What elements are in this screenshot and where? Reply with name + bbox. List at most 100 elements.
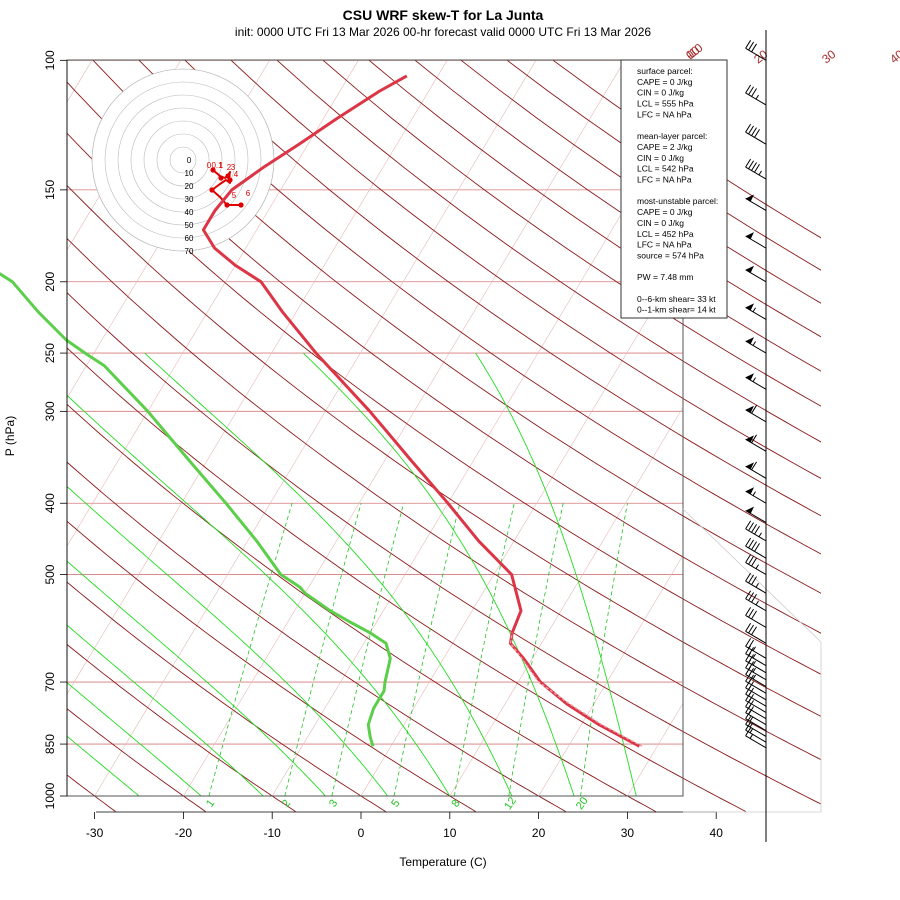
- wind-barb-half-flag: [752, 667, 756, 673]
- temperature-tick-label: 20: [532, 826, 546, 840]
- info-box-line: CAPE = 0 J/kg: [637, 77, 693, 87]
- dewpoint-line: [0, 272, 392, 747]
- info-box-line: LFC = NA hPa: [637, 240, 692, 250]
- moist-adiabat-line: [144, 352, 513, 797]
- pressure-tick-label: 400: [43, 493, 57, 513]
- wind-barb-pennant: [745, 373, 754, 381]
- hodograph-ring-outline: [169, 146, 197, 174]
- wind-barb-staff: [745, 269, 767, 283]
- wind-barb-flag: [748, 592, 754, 601]
- info-box-line: surface parcel:: [637, 66, 693, 76]
- frame-diagonal: [682, 508, 822, 643]
- temperature-line: [201, 74, 641, 748]
- wind-barb-flag: [748, 668, 754, 677]
- wind-barb: [745, 232, 767, 249]
- temperature-tick-label: 10: [443, 826, 457, 840]
- hodograph-ring-label: 40: [185, 208, 194, 217]
- isotherm-line: [94, 60, 537, 796]
- moist-adiabat-line: [67, 560, 326, 797]
- hodograph-point: [227, 177, 233, 183]
- wind-barb-flag: [754, 164, 760, 173]
- info-box-frame: [620, 59, 728, 319]
- wind-barb-staff: [745, 465, 767, 479]
- hodograph-point: [225, 173, 231, 179]
- hodograph-ring-label: 30: [185, 195, 194, 204]
- chart-title: CSU WRF skew-T for La Junta: [343, 7, 544, 23]
- info-box-line: mean-layer parcel:: [637, 131, 707, 141]
- dry-adiabat-line: [67, 403, 657, 812]
- wind-barb: [745, 434, 767, 452]
- wind-barb-flag: [745, 123, 752, 133]
- moist-adiabat-line: [67, 394, 451, 797]
- hodograph-ring-label: 0: [187, 156, 192, 165]
- wind-barb: [745, 487, 767, 504]
- mixing-ratio-line: [208, 503, 293, 796]
- x-axis-label: Temperature (C): [399, 855, 486, 869]
- wind-barb-flag: [751, 162, 757, 171]
- wind-barb-staff: [745, 510, 767, 524]
- temperature-tick-label: -30: [86, 826, 104, 840]
- wind-barb-half-flag: [752, 653, 756, 659]
- moist-adiabat-line: [302, 352, 575, 797]
- hodograph-point: [224, 202, 230, 208]
- wind-barb-flag: [748, 654, 754, 663]
- pressure-axis: 100 150 200 250 300 400 500 700 850 1000: [43, 50, 68, 809]
- dry-adiabat-line: [67, 347, 747, 812]
- temperature-tick-label: 30: [621, 826, 635, 840]
- wind-barb: [745, 461, 767, 479]
- wind-barb-staff: [745, 340, 767, 354]
- hodograph-ring-outline: [156, 133, 210, 187]
- wind-barb-half-flag: [755, 94, 759, 100]
- wind-barb-flag: [751, 576, 757, 585]
- hodograph-ring-label: 10: [185, 169, 194, 178]
- temperature-tick-label: 40: [710, 826, 724, 840]
- wind-barb-staff: [745, 724, 767, 737]
- wind-barb-flag: [748, 41, 754, 51]
- wind-barb-flag: [745, 520, 752, 530]
- wind-barb-flag: [748, 647, 754, 656]
- wind-barb-flag: [748, 608, 754, 618]
- hodograph-point-label: 0: [207, 161, 212, 170]
- hodograph-point-label: 1: [219, 161, 224, 170]
- hodograph-point: [210, 167, 216, 173]
- dry-adiabat-line: [67, 520, 476, 812]
- wind-barb: [745, 40, 767, 61]
- wind-barb-half-flag: [758, 170, 762, 176]
- wind-barb-flag: [751, 626, 757, 636]
- wind-barb-flag: [754, 129, 760, 138]
- pressure-tick-label: 500: [43, 564, 57, 584]
- wind-barb-half-flag: [752, 307, 756, 313]
- info-box-line: LFC = NA hPa: [637, 109, 692, 119]
- wind-barb: [745, 303, 767, 320]
- wind-barb-flag: [751, 43, 757, 53]
- isotherm-line: [805, 60, 900, 796]
- wind-barb-pennant: [745, 265, 754, 273]
- info-box-line: source = 574 hPa: [637, 250, 704, 260]
- wind-barb: [745, 572, 767, 594]
- wind-barb-flag: [745, 40, 752, 49]
- info-box-line: LFC = NA hPa: [637, 175, 692, 185]
- moist-adiabat-line: [67, 735, 140, 797]
- wind-barb-flag: [748, 574, 754, 584]
- wind-barb: [745, 590, 767, 612]
- wind-barb-half-flag: [749, 717, 753, 722]
- wind-barb-flag: [751, 127, 757, 136]
- wind-barb-flag: [754, 525, 760, 535]
- wind-barb: [745, 194, 767, 211]
- wind-barb-flag: [748, 160, 754, 170]
- wind-barb-flag: [751, 524, 757, 533]
- wind-barb-pennant: [745, 435, 754, 443]
- moist-adiabat-line: [67, 681, 202, 797]
- wind-barb-flag: [751, 434, 757, 444]
- wind-barb-pennant: [745, 506, 754, 514]
- mixing-ratio-label: 3: [327, 798, 340, 810]
- isotherm-line: [183, 60, 626, 796]
- wind-barb-pennant: [745, 194, 754, 202]
- wind-barb-flag: [748, 700, 754, 709]
- dry-adiabat-line: [184, 60, 821, 517]
- wind-barb-flag: [748, 624, 754, 634]
- wind-barb-staff: [745, 376, 767, 390]
- pressure-tick-label: 300: [43, 401, 57, 421]
- wind-barb-pennant: [745, 405, 754, 413]
- dry-adiabat-line: [67, 184, 821, 717]
